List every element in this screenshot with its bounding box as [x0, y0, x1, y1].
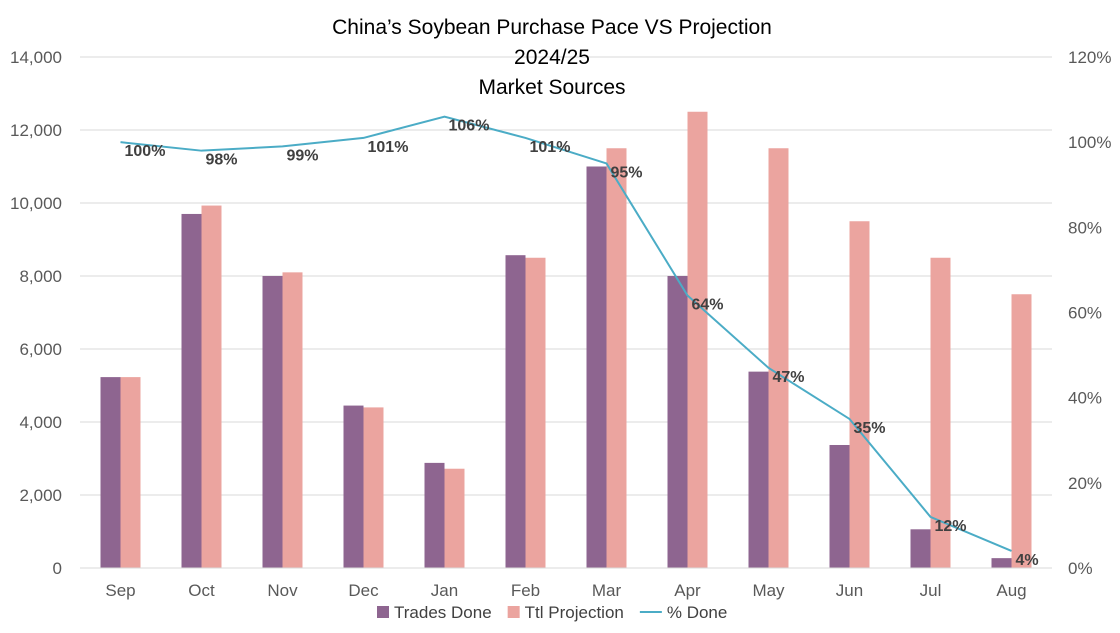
y-right-tick-label: 80% — [1068, 218, 1102, 237]
x-tick-label: Jan — [431, 581, 458, 600]
chart-title-line: China’s Soybean Purchase Pace VS Project… — [332, 16, 772, 39]
bar-ttl-projection — [363, 407, 384, 568]
gridlines — [80, 56, 1052, 496]
bar-ttl-projection — [606, 148, 627, 568]
bar-trades-done — [991, 558, 1012, 568]
y-left-tick-label: 8,000 — [19, 267, 62, 286]
bar-trades-done — [505, 255, 526, 568]
bar-trades-done — [343, 405, 364, 568]
percent-done-label: 106% — [449, 118, 490, 135]
bar-trades-done — [910, 529, 931, 568]
chart-title: China’s Soybean Purchase Pace VS Project… — [332, 16, 772, 99]
percent-done-label: 4% — [1016, 552, 1039, 569]
chart-title-line: 2024/25 — [514, 46, 590, 69]
legend-label-ttl-projection: Ttl Projection — [525, 603, 624, 622]
bar-ttl-projection — [768, 148, 789, 568]
bars — [100, 111, 1032, 568]
bar-ttl-projection — [282, 272, 303, 568]
percent-done-label: 101% — [368, 139, 409, 156]
percent-done-label: 12% — [935, 518, 967, 535]
legend-swatch-trades-done — [377, 606, 389, 618]
y-left-tick-label: 0 — [53, 559, 62, 578]
percent-done-label: 101% — [530, 139, 571, 156]
y-left-tick-label: 2,000 — [19, 486, 62, 505]
x-tick-label: Apr — [674, 581, 701, 600]
bar-trades-done — [748, 371, 769, 568]
legend-swatch-ttl-projection — [507, 606, 520, 618]
percent-done-line-group: 100% 98% 99% 101% 106% 101% 95% 64% 47% 35% 12% 4% — [120, 115, 1039, 569]
bar-trades-done — [586, 166, 607, 568]
y-left-tick-label: 12,000 — [10, 121, 62, 140]
bar-ttl-projection — [201, 205, 222, 568]
x-tick-label: May — [752, 581, 785, 600]
y-right-tick-label: 100% — [1068, 133, 1111, 152]
bar-ttl-projection — [687, 111, 708, 568]
x-tick-label: Jul — [920, 581, 942, 600]
percent-done-label: 99% — [287, 147, 319, 164]
bar-ttl-projection — [444, 468, 465, 568]
percent-done-label: 47% — [773, 369, 805, 386]
x-tick-label: Aug — [996, 581, 1026, 600]
y-left-tick-label: 4,000 — [19, 413, 62, 432]
legend: Trades Done Ttl Projection % Done — [377, 603, 727, 622]
x-tick-label: Sep — [105, 581, 135, 600]
y-right-tick-label: 120% — [1068, 48, 1111, 67]
bar-ttl-projection — [120, 377, 141, 568]
x-tick-label: Oct — [188, 581, 215, 600]
x-tick-label: Dec — [348, 581, 379, 600]
percent-done-label: 98% — [206, 152, 238, 169]
percent-done-line — [120, 115, 1012, 552]
percent-done-label: 64% — [692, 296, 724, 313]
bar-trades-done — [424, 462, 445, 568]
y-left-tick-label: 6,000 — [19, 340, 62, 359]
y-right-tick-label: 40% — [1068, 389, 1102, 408]
chart-title-line: Market Sources — [478, 76, 625, 99]
bar-ttl-projection — [849, 221, 870, 568]
x-tick-label: Mar — [592, 581, 622, 600]
bar-ttl-projection — [1011, 294, 1032, 568]
y-right-tick-label: 20% — [1068, 474, 1102, 493]
bar-trades-done — [829, 444, 850, 568]
bar-ttl-projection — [525, 257, 546, 568]
y-right-tick-label: 60% — [1068, 304, 1102, 323]
percent-done-label: 95% — [611, 164, 643, 181]
x-tick-label: Nov — [267, 581, 298, 600]
y-left-tick-label: 14,000 — [10, 48, 62, 67]
bar-trades-done — [181, 213, 202, 568]
percent-done-label: 100% — [125, 143, 166, 160]
percent-done-label: 35% — [854, 420, 886, 437]
bar-trades-done — [262, 276, 283, 568]
bar-ttl-projection — [930, 257, 951, 568]
legend-label-trades-done: Trades Done — [394, 603, 492, 622]
axes: 0 2,000 4,000 6,000 8,000 10,000 12,000 14,000 0… — [10, 48, 1111, 600]
bar-trades-done — [667, 276, 688, 568]
bar-trades-done — [100, 377, 121, 568]
x-tick-label: Feb — [511, 581, 540, 600]
y-right-tick-label: 0% — [1068, 559, 1093, 578]
x-tick-label: Jun — [836, 581, 863, 600]
legend-label-percent-done: % Done — [667, 603, 727, 622]
y-left-tick-label: 10,000 — [10, 194, 62, 213]
